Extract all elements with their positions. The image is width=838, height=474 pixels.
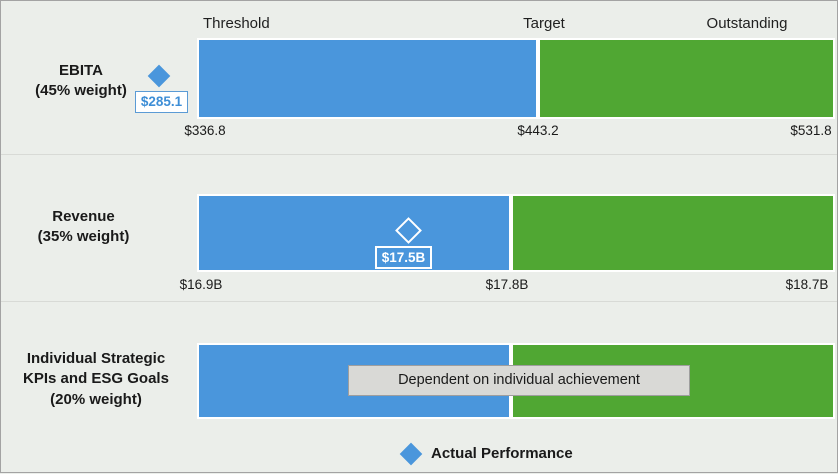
- metric-label-individual-kpis: Individual Strategic KPIs and ESG Goals …: [6, 349, 186, 410]
- target-to-outstanding-bar: [511, 194, 835, 272]
- row-ebita: Threshold Target Outstanding EBITA (45% …: [1, 1, 837, 154]
- metric-name-line2: KPIs and ESG Goals: [23, 370, 169, 388]
- metric-name-line1: Individual Strategic: [26, 350, 166, 367]
- row-individual-kpis: Individual Strategic KPIs and ESG Goals …: [1, 301, 837, 474]
- metric-weight: (20% weight): [50, 390, 142, 408]
- legend-diamond-icon: [399, 442, 423, 466]
- threshold-to-target-bar: [197, 194, 511, 272]
- outstanding-value-label: $531.8: [790, 123, 832, 138]
- band-header-target: Target: [523, 15, 565, 32]
- target-to-outstanding-bar: [538, 38, 835, 119]
- target-value-label: $443.2: [517, 123, 559, 138]
- target-value-label: $17.8B: [485, 277, 529, 292]
- row-revenue: Revenue (35% weight) $17.5B $16.9B $17.8…: [1, 154, 837, 301]
- legend-label: Actual Performance: [431, 445, 573, 462]
- actual-value-callout: $285.1: [135, 91, 188, 113]
- metric-name: Revenue: [52, 208, 115, 225]
- metric-name: EBITA: [59, 62, 103, 79]
- band-header-outstanding: Outstanding: [706, 15, 788, 32]
- metric-label-revenue: Revenue (35% weight): [1, 207, 166, 248]
- threshold-value-label: $16.9B: [179, 277, 223, 292]
- metric-weight: (35% weight): [37, 228, 130, 246]
- band-header-threshold: Threshold: [203, 15, 270, 32]
- metric-weight: (45% weight): [35, 82, 127, 100]
- individual-achievement-note: Dependent on individual achievement: [348, 365, 690, 396]
- actual-value-callout: $17.5B: [375, 246, 432, 269]
- threshold-to-target-bar: [197, 38, 538, 119]
- outstanding-value-label: $18.7B: [785, 277, 829, 292]
- threshold-value-label: $336.8: [184, 123, 226, 138]
- metric-label-ebita: EBITA (45% weight): [1, 61, 161, 102]
